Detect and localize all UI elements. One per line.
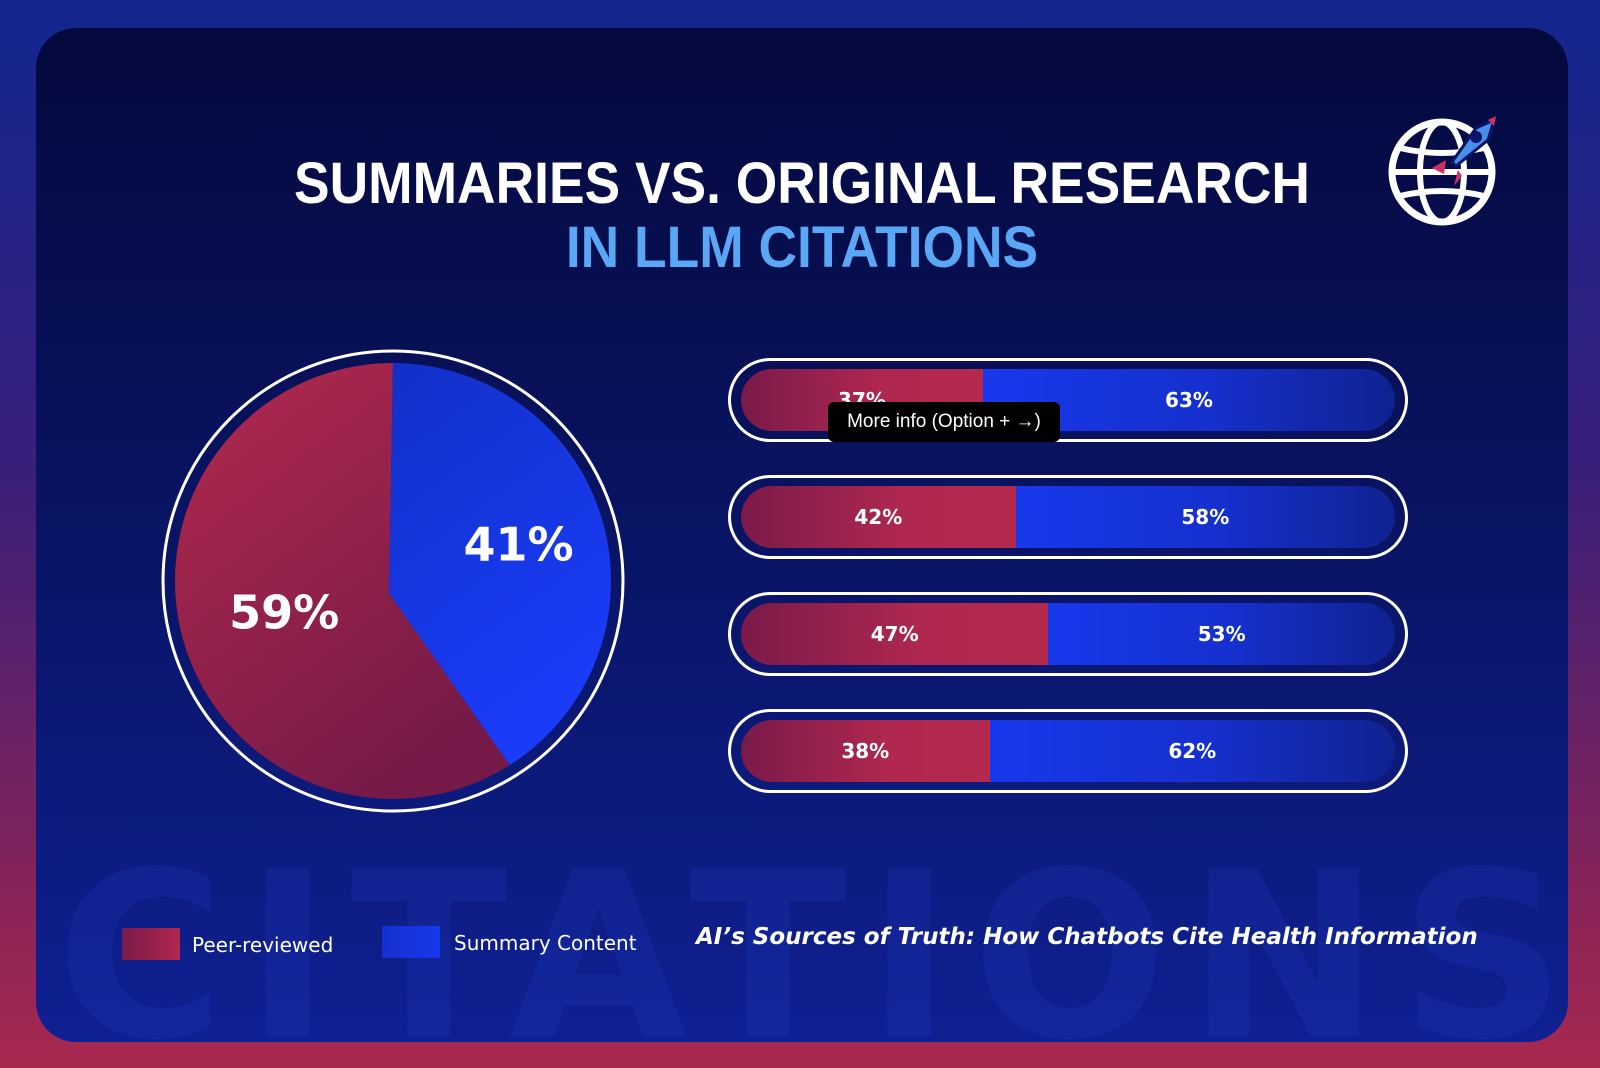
bar-row-4: 38% 62% bbox=[728, 709, 1408, 793]
pie-label-summary-content: 41% bbox=[464, 518, 574, 572]
bar-segment-peer-reviewed: 37% bbox=[741, 369, 983, 431]
footer-source-title: AI’s Sources of Truth: How Chatbots Cite… bbox=[696, 924, 1478, 950]
bar-label-summary-content: 53% bbox=[1197, 622, 1246, 646]
bar-segment-summary-content: 63% bbox=[982, 369, 1395, 431]
bar-label-summary-content: 63% bbox=[1165, 388, 1213, 412]
legend-swatch-summary-content bbox=[382, 926, 440, 958]
bar-segment-summary-content: 58% bbox=[1015, 486, 1395, 548]
bar-row-2: 42% 58% bbox=[728, 475, 1408, 559]
pie-chart-svg: 59% 41% bbox=[161, 349, 625, 813]
legend-label-summary-content: Summary Content bbox=[454, 931, 637, 955]
title-line-1: SUMMARIES VS. ORIGINAL RESEARCH bbox=[294, 151, 1310, 216]
bar-label-summary-content: 58% bbox=[1181, 505, 1230, 529]
bar-track: 47% 53% bbox=[741, 603, 1395, 665]
legend-swatch-peer-reviewed bbox=[122, 928, 180, 960]
bar-track: 38% 62% bbox=[741, 720, 1395, 782]
pie-chart: 59% 41% bbox=[158, 346, 628, 816]
bar-track: 42% 58% bbox=[741, 486, 1395, 548]
globe-rocket-icon bbox=[1388, 116, 1497, 226]
pie-outline bbox=[161, 349, 625, 813]
bar-segment-peer-reviewed: 38% bbox=[741, 720, 990, 782]
bar-row-3: 47% 53% bbox=[728, 592, 1408, 676]
background-watermark: CITATIONS bbox=[56, 824, 1568, 1043]
bar-row-1: 37% 63% bbox=[728, 358, 1408, 442]
bar-segment-summary-content: 53% bbox=[1048, 603, 1395, 665]
more-info-tooltip: More info (Option + →) bbox=[828, 402, 1060, 442]
bar-label-peer-reviewed: 38% bbox=[841, 739, 890, 763]
bar-segment-summary-content: 62% bbox=[989, 720, 1395, 782]
pie-slice-summary-content bbox=[389, 363, 611, 766]
title-line-2: IN LLM CITATIONS bbox=[565, 215, 1039, 280]
infographic-card: CITATIONS SUMMARIES VS. ORIGINAL RESEARC… bbox=[36, 28, 1568, 1042]
bar-label-peer-reviewed: 42% bbox=[854, 505, 903, 529]
bar-label-summary-content: 62% bbox=[1168, 739, 1217, 763]
legend-label-peer-reviewed: Peer-reviewed bbox=[192, 933, 334, 957]
pie-slice-peer-reviewed bbox=[174, 363, 510, 799]
bar-segment-peer-reviewed: 42% bbox=[741, 486, 1016, 548]
bar-segment-peer-reviewed: 47% bbox=[741, 603, 1049, 665]
bar-label-peer-reviewed: 47% bbox=[870, 622, 919, 646]
pie-label-peer-reviewed: 59% bbox=[229, 586, 339, 640]
bar-track: 37% 63% bbox=[741, 369, 1395, 431]
